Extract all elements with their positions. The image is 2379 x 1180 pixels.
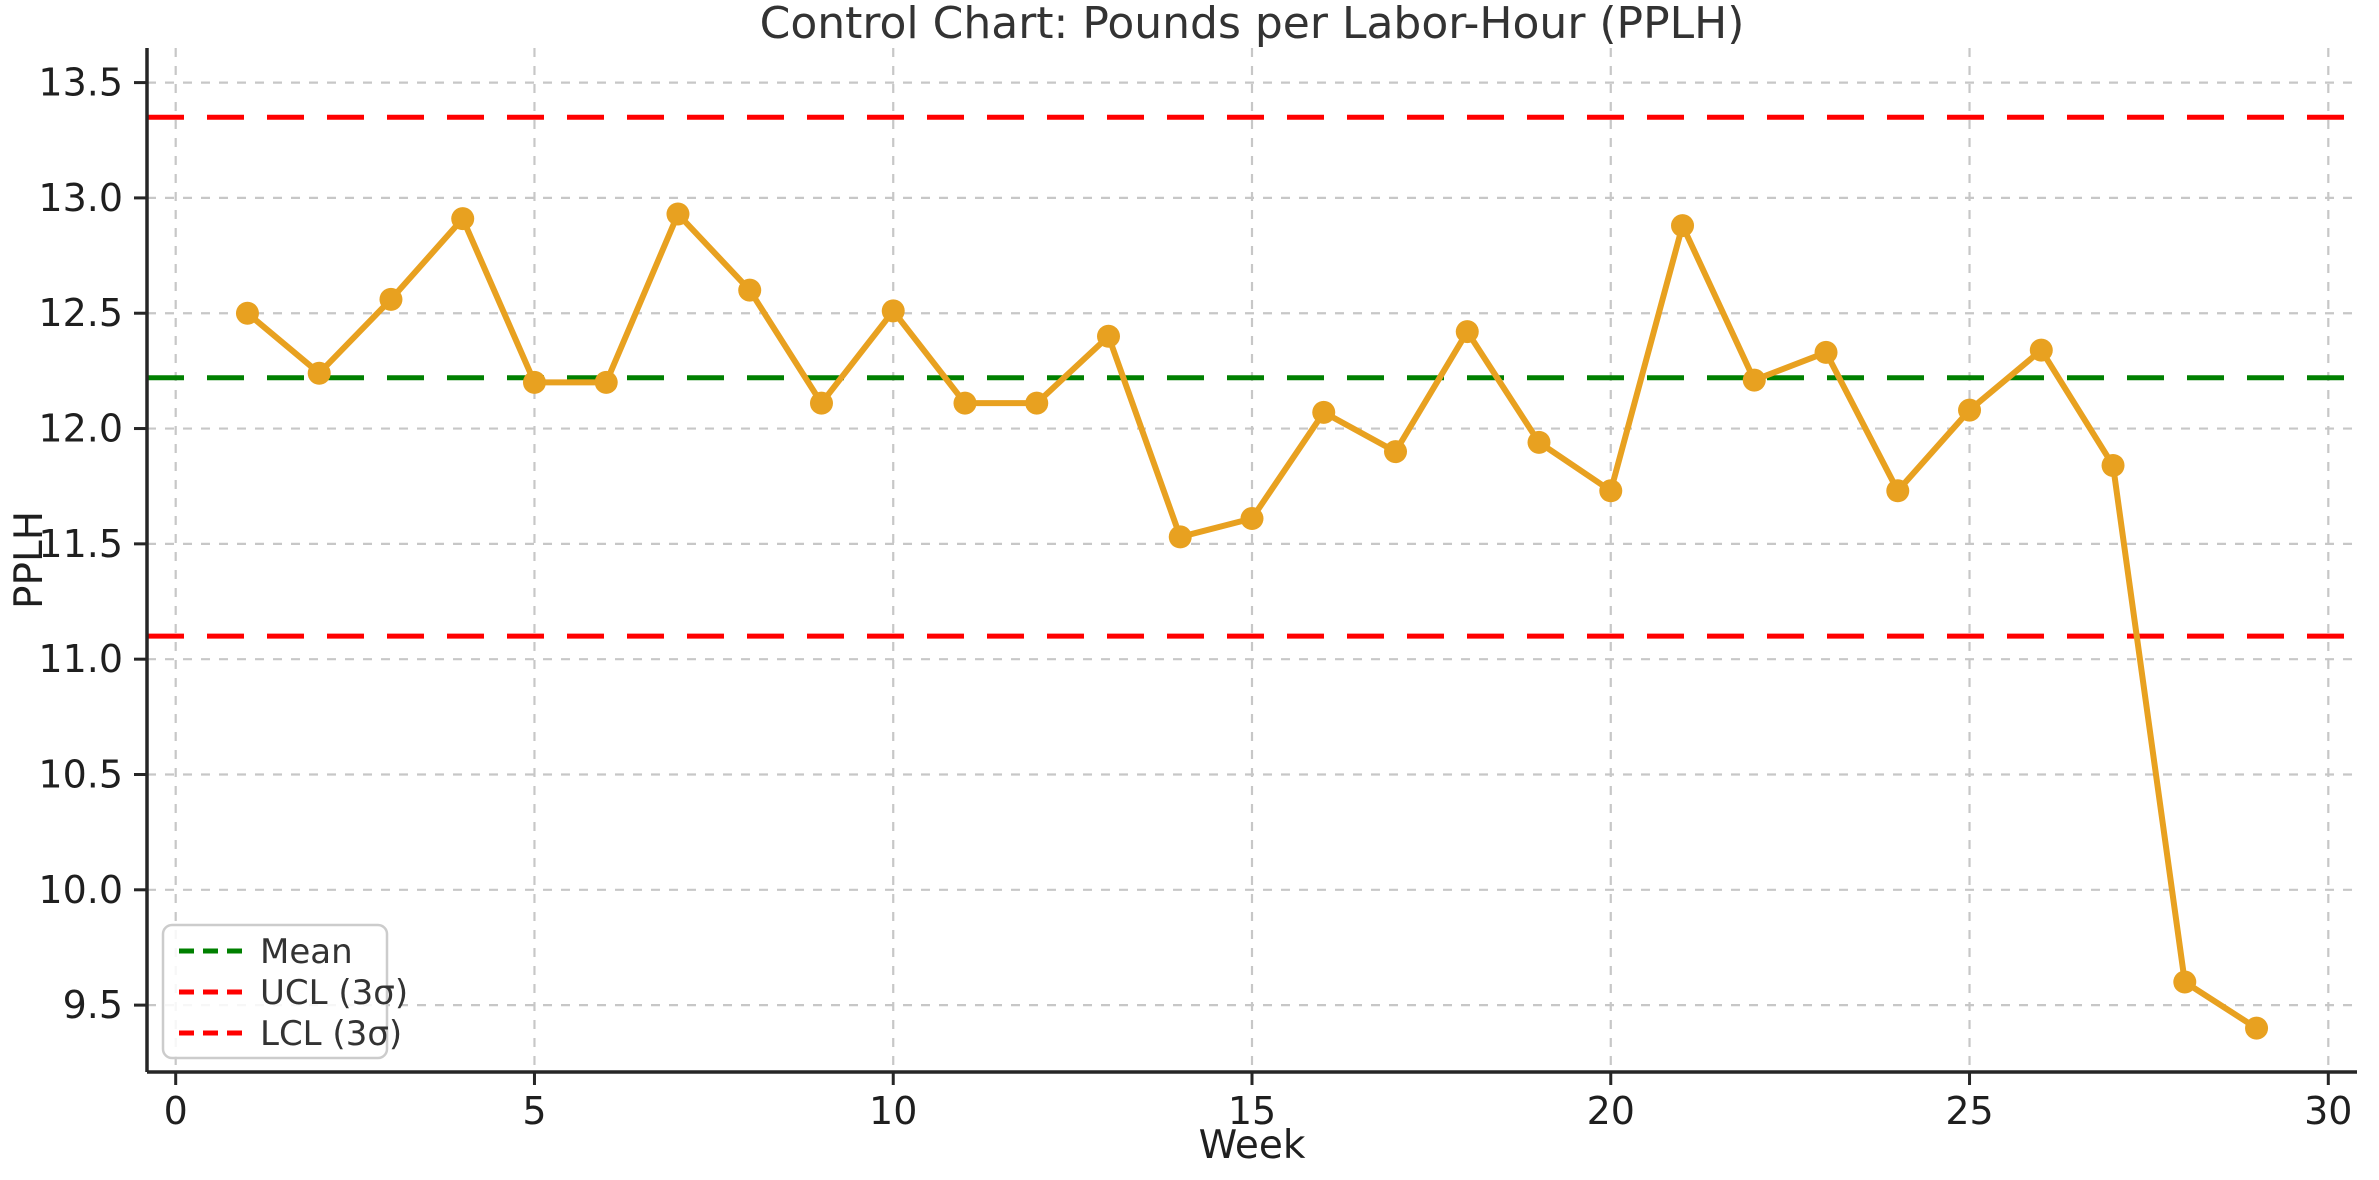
x-tick-label: 25 (1945, 1089, 1993, 1133)
x-tick-label: 20 (1587, 1089, 1635, 1133)
data-point (379, 287, 403, 311)
x-axis-label: Week (1199, 1123, 1306, 1168)
chart-title: Control Chart: Pounds per Labor-Hour (PP… (760, 0, 1745, 49)
y-tick-label: 9.5 (63, 983, 123, 1027)
data-point (1025, 391, 1049, 415)
data-point (1096, 324, 1120, 348)
data-point (1814, 340, 1838, 364)
data-series (235, 202, 2269, 1040)
data-point (809, 391, 833, 415)
y-tick-label: 13.5 (38, 61, 123, 105)
data-point (2245, 1016, 2269, 1040)
y-tick-label: 11.0 (38, 637, 123, 681)
x-tick-label: 30 (2304, 1089, 2352, 1133)
data-point (1527, 430, 1551, 454)
legend-box (161, 923, 389, 1060)
x-tick-label: 10 (869, 1089, 917, 1133)
x-tick-label: 15 (1228, 1089, 1276, 1133)
data-point (1168, 525, 1192, 549)
y-tick-label: 10.5 (38, 752, 123, 796)
data-point (1384, 440, 1408, 464)
y-tick-label: 12.0 (38, 407, 123, 451)
legend-entry-label: UCL (3σ) (260, 973, 408, 1013)
data-point (1671, 214, 1695, 238)
reference-lines (147, 114, 2357, 639)
data-point (451, 207, 475, 231)
data-point (2029, 338, 2053, 362)
legend-entry-label: Mean (260, 932, 353, 972)
data-point (522, 370, 546, 394)
y-tick-label: 13.0 (38, 176, 123, 220)
data-point (1455, 320, 1479, 344)
data-point (235, 301, 259, 325)
y-tick-label: 10.0 (38, 868, 123, 912)
data-point (738, 278, 762, 302)
data-point (1886, 479, 1910, 503)
data-point (594, 370, 618, 394)
y-tick-label: 12.5 (38, 291, 123, 335)
y-tick-label: 11.5 (38, 522, 123, 566)
data-point (953, 391, 977, 415)
y-axis-label: PPLH (7, 511, 52, 609)
data-point (307, 361, 331, 385)
axes (134, 48, 2357, 1085)
data-point (2173, 970, 2197, 994)
data-point (881, 299, 905, 323)
data-point (1742, 368, 1766, 392)
data-point (1958, 398, 1982, 422)
data-point (1599, 479, 1623, 503)
x-tick-label: 5 (522, 1089, 546, 1133)
data-point (2101, 453, 2125, 477)
grid-lines (147, 48, 2357, 1072)
x-tick-label: 0 (164, 1089, 188, 1133)
data-point (1240, 506, 1264, 530)
data-point (1312, 400, 1336, 424)
data-point (666, 202, 690, 226)
tick-labels: 0 5 10 15 20 25 30 9.5 10.0 10.5 11.0 11.5 12.0 12.5 1… (38, 61, 2352, 1133)
legend-entry-label: LCL (3σ) (260, 1014, 402, 1054)
